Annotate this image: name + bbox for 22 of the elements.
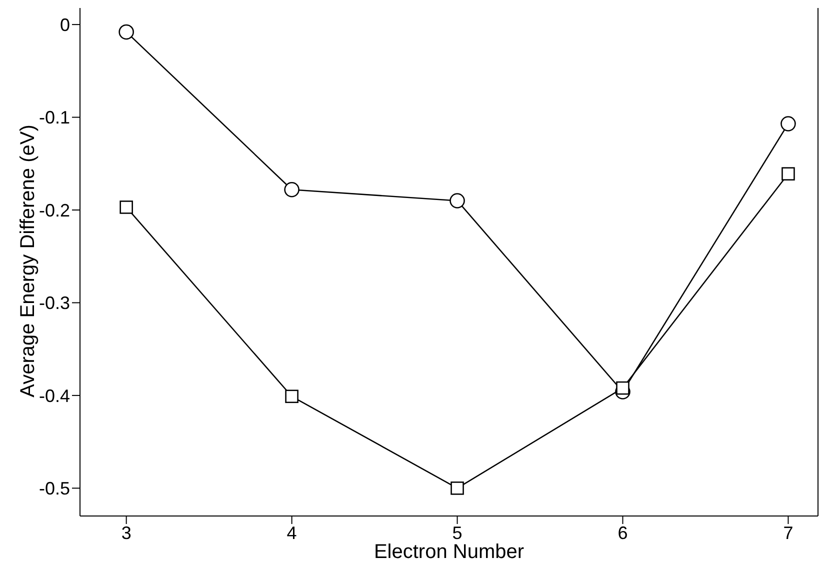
x-tick-label: 7: [783, 522, 794, 543]
y-axis-title: Average Energy Differene (eV): [17, 124, 39, 398]
y-tick-label: -0.4: [38, 386, 70, 406]
x-tick-label: 6: [618, 522, 628, 543]
point: [285, 390, 298, 404]
point: [450, 193, 465, 208]
point: [782, 167, 795, 180]
y-tick-label: -0.2: [38, 200, 70, 220]
point: [450, 482, 464, 495]
y-tick-label: 0: [60, 14, 70, 35]
point: [616, 381, 630, 395]
point: [284, 182, 300, 198]
x-tick-label: 5: [452, 522, 462, 543]
x-tick-label: 3: [121, 522, 132, 543]
point: [780, 116, 796, 132]
y-tick-label: -0.3: [38, 293, 70, 314]
x-axis-title: Electron Number: [374, 541, 524, 563]
point: [118, 24, 134, 40]
y-tick-label: -0.5: [38, 478, 70, 499]
point: [120, 200, 133, 214]
x-tick-label: 4: [286, 522, 297, 543]
y-tick-label: -0.1: [38, 108, 70, 128]
